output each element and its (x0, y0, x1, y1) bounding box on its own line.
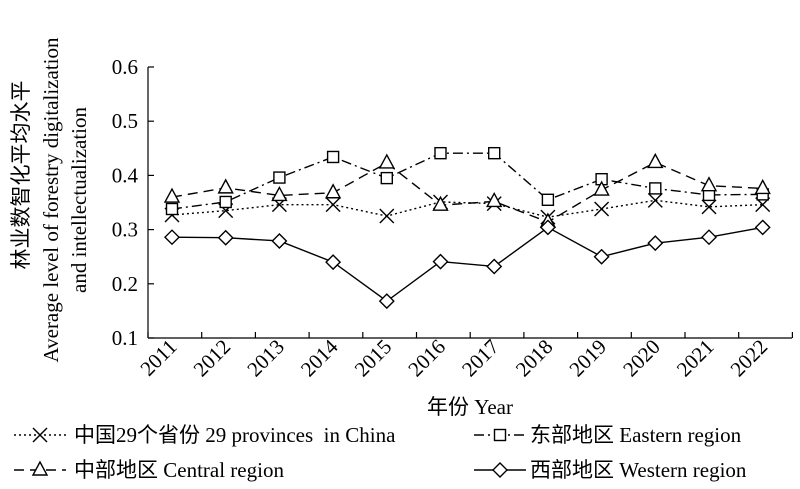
data-point-eastern (326, 150, 340, 164)
data-point-national (701, 199, 717, 215)
x-tick-label: 2021 (672, 335, 719, 382)
x-tick-label: 2015 (350, 335, 397, 382)
data-point-central (486, 191, 503, 208)
data-point-western (164, 229, 180, 246)
x-axis-ticks: 2011 2012 2013 2014 2015 2016 2017 2018 2019 2020… (135, 332, 794, 382)
x-tick-label: 2011 (135, 335, 181, 381)
x-tick-label: 2013 (242, 335, 289, 382)
data-point-central (324, 183, 342, 199)
y-axis-title-line-1: 林业数智化平均水平 (9, 81, 33, 270)
data-point-central (271, 185, 288, 202)
data-point-central (217, 178, 234, 194)
y-tick-label: 0.5 (112, 109, 138, 133)
legend-marker-eastern (493, 428, 507, 442)
data-point-central (432, 195, 449, 211)
y-tick-label: 0.3 (112, 218, 138, 242)
legend-item-eastern: 东部地区 Eastern region (474, 423, 742, 447)
x-tick-label: 2022 (726, 335, 773, 382)
data-point-central (700, 176, 718, 192)
x-tick-label: 2012 (189, 335, 236, 382)
y-axis-ticks: 0.1 0.2 0.3 0.4 0.5 0.6 (112, 55, 154, 350)
data-point-eastern (488, 146, 501, 160)
y-axis-title: 林业数智化平均水平 Average level of forestry digi… (9, 37, 91, 362)
series-line-national (171, 199, 763, 218)
series-national (164, 192, 771, 225)
legend-marker-central (31, 460, 49, 476)
y-tick-label: 0.6 (112, 55, 138, 79)
data-point-central (647, 152, 664, 169)
data-point-western (647, 235, 664, 252)
legend-symbol-eastern (474, 428, 526, 442)
data-point-western (486, 258, 503, 275)
series-line-central (171, 161, 763, 223)
data-point-western (217, 229, 234, 246)
data-point-western (432, 253, 449, 270)
y-axis-title-line-3: and intellectualization (67, 107, 91, 294)
data-point-eastern (165, 202, 179, 216)
data-point-western (754, 219, 771, 236)
legend-symbol-national (14, 427, 66, 443)
x-tick-label: 2017 (457, 335, 504, 382)
data-point-eastern (273, 171, 286, 184)
legend-item-western: 西部地区 Western region (474, 458, 747, 482)
data-point-eastern (541, 193, 555, 206)
series-line-western (171, 226, 763, 303)
series-western (164, 219, 771, 310)
legend-label-eastern: 东部地区 Eastern region (530, 423, 742, 447)
data-point-western (325, 254, 342, 271)
data-point-eastern (219, 195, 232, 209)
data-point-western (271, 232, 288, 249)
x-tick-label: 2019 (564, 335, 611, 382)
y-tick-label: 0.1 (112, 326, 138, 350)
data-point-eastern (380, 171, 393, 185)
data-point-western (539, 219, 556, 236)
data-point-national (325, 197, 341, 213)
x-axis-title: 年份 Year (427, 395, 513, 419)
legend-marker-western (492, 462, 508, 478)
data-point-central (593, 180, 610, 196)
data-point-central (163, 187, 181, 203)
x-tick-label: 2018 (511, 335, 558, 382)
y-tick-label: 0.2 (112, 272, 138, 296)
x-tick-label: 2016 (403, 335, 450, 382)
legend-symbol-western (474, 462, 526, 478)
data-point-western (593, 248, 610, 265)
series-line-eastern (171, 152, 763, 210)
data-point-national (379, 208, 395, 224)
legend: 中国29个省份 29 provinces in China 东部地区 Easte… (14, 423, 747, 482)
data-point-central (378, 153, 395, 169)
legend-item-central: 中部地区 Central region (14, 458, 284, 482)
y-tick-label: 0.4 (112, 163, 139, 187)
legend-item-national: 中国29个省份 29 provinces in China (14, 423, 396, 447)
x-tick-label: 2014 (296, 334, 343, 381)
series-layer (163, 146, 771, 310)
legend-label-western: 西部地区 Western region (530, 458, 747, 482)
data-point-central (754, 178, 771, 195)
legend-marker-national (32, 427, 48, 443)
data-point-eastern (434, 146, 447, 160)
legend-label-central: 中部地区 Central region (74, 458, 284, 482)
data-point-national (647, 192, 663, 208)
data-point-national (594, 201, 610, 217)
y-axis-title-line-2: Average level of forestry digitalization (39, 37, 63, 362)
data-point-western (378, 293, 395, 310)
series-eastern (165, 146, 769, 216)
data-point-eastern (649, 182, 662, 195)
legend-symbol-central (14, 460, 66, 476)
x-tick-label: 2020 (618, 335, 665, 382)
data-point-western (701, 229, 717, 246)
legend-label-national: 中国29个省份 29 provinces in China (74, 423, 396, 447)
